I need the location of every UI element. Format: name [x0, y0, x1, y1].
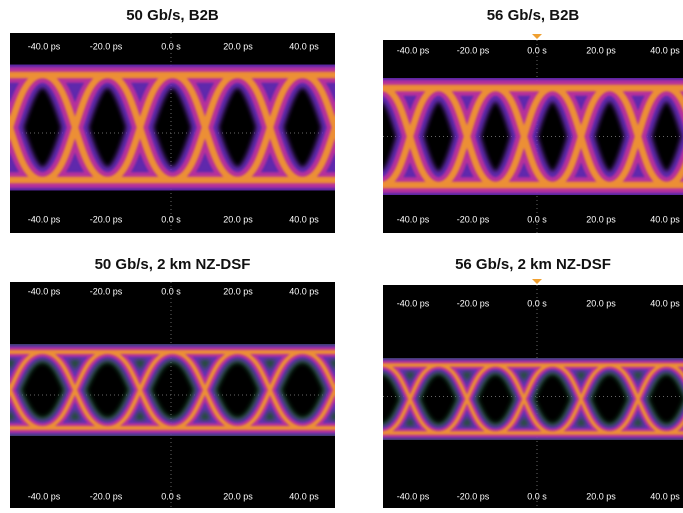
tick-label: -40.0 ps	[397, 298, 430, 308]
tick-label: 0.0 s	[161, 41, 181, 51]
figure: 50 Gb/s, B2B -40.0 ps -20.0 ps 0.0 s 20.0 ps…	[0, 0, 683, 508]
tick-label: -20.0 ps	[90, 214, 123, 224]
tick-label: -40.0 ps	[397, 45, 430, 55]
tick-label: 0.0 s	[527, 298, 547, 308]
tick-label: 0.0 s	[527, 491, 547, 501]
tick-label: 20.0 ps	[586, 45, 616, 55]
panel-title: 56 Gb/s, 2 km NZ-DSF	[455, 256, 611, 273]
tick-label: 20.0 ps	[223, 41, 253, 51]
panel-title: 50 Gb/s, 2 km NZ-DSF	[95, 256, 251, 273]
tick-label: 0.0 s	[161, 491, 181, 501]
tick-label: -20.0 ps	[90, 491, 123, 501]
tick-label: -20.0 ps	[457, 491, 490, 501]
tick-label: 20.0 ps	[223, 214, 253, 224]
tick-label: 20.0 ps	[586, 298, 616, 308]
tick-label: 20.0 ps	[586, 491, 616, 501]
tick-label: -20.0 ps	[457, 298, 490, 308]
tick-label: 40.0 ps	[289, 491, 319, 501]
trigger-marker	[532, 279, 542, 284]
tick-label: 20.0 ps	[586, 214, 616, 224]
tick-label: 40.0 ps	[650, 214, 680, 224]
tick-label: 0.0 s	[161, 286, 181, 296]
tick-label: -40.0 ps	[28, 41, 61, 51]
tick-label: 40.0 ps	[650, 298, 680, 308]
tick-label: -20.0 ps	[457, 45, 490, 55]
tick-label: -20.0 ps	[90, 41, 123, 51]
tick-label: 40.0 ps	[650, 491, 680, 501]
tick-label: -40.0 ps	[28, 286, 61, 296]
panel-title: 50 Gb/s, B2B	[126, 7, 219, 24]
tick-label: 20.0 ps	[223, 491, 253, 501]
tick-label: 0.0 s	[527, 214, 547, 224]
trigger-marker	[532, 34, 542, 39]
tick-label: 40.0 ps	[650, 45, 680, 55]
tick-label: 0.0 s	[161, 214, 181, 224]
tick-label: -20.0 ps	[90, 286, 123, 296]
tick-label: 40.0 ps	[289, 41, 319, 51]
tick-label: 0.0 s	[527, 45, 547, 55]
tick-label: -40.0 ps	[28, 214, 61, 224]
tick-label: -20.0 ps	[457, 214, 490, 224]
tick-label: -40.0 ps	[397, 491, 430, 501]
panel-title: 56 Gb/s, B2B	[487, 7, 580, 24]
tick-label: 40.0 ps	[289, 214, 319, 224]
tick-label: 40.0 ps	[289, 286, 319, 296]
tick-label: -40.0 ps	[397, 214, 430, 224]
eye-panel: 50 Gb/s, 2 km NZ-DSF -40.0 ps -20.0 ps 0.0 …	[0, 256, 368, 508]
tick-label: -40.0 ps	[28, 491, 61, 501]
tick-label: 20.0 ps	[223, 286, 253, 296]
eye-panel: 50 Gb/s, B2B -40.0 ps -20.0 ps 0.0 s 20.0 ps…	[0, 7, 368, 233]
